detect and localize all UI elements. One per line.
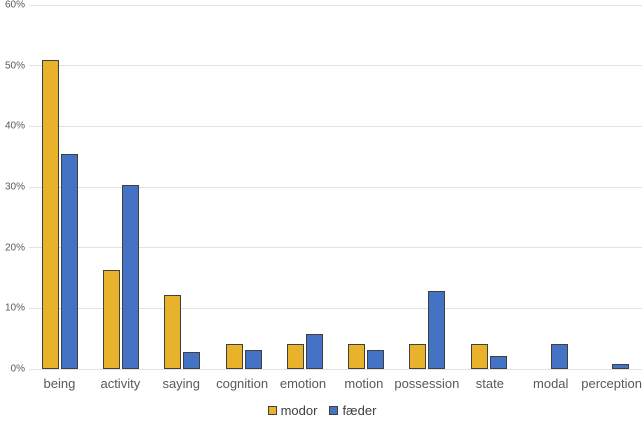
bar-slot-faeder-cognition [244,5,262,369]
bar-group-being [29,5,90,369]
y-axis-tick-labels: 0% 10% 20% 30% 40% 50% 60% [0,0,25,375]
bar-slot-modor-perception [593,5,610,369]
x-label-motion: motion [344,376,384,391]
bar-group-modal [519,5,580,369]
bar-slot-faeder-being [60,5,78,369]
bar-slot-faeder-emotion [305,5,323,369]
bar-slot-modor-modal [532,5,549,369]
legend-label-modor: modor [280,403,318,418]
bar-modor-possession [409,343,427,369]
bar-faeder-saying [183,352,201,369]
bar-group-cognition [213,5,274,369]
y-tick-label-50: 50% [4,60,25,72]
gridline-40 [29,125,642,127]
x-label-activity: activity [100,376,141,391]
x-label-perception: perception [581,376,642,391]
bar-slot-faeder-possession [428,5,446,369]
bar-slot-modor-being [41,5,59,369]
y-tick-label-60: 60% [4,0,25,11]
y-tick-label-10: 10% [4,302,25,314]
bar-slot-modor-emotion [286,5,304,369]
plot-area: 0% 10% 20% 30% 40% 50% 60% [5,0,642,375]
x-label-cognition: cognition [216,376,269,391]
legend-item-faeder: fæder [329,403,376,418]
bar-faeder-perception [612,364,630,369]
x-label-saying: saying [162,376,201,391]
y-tick-label-0: 0% [10,363,25,375]
bar-modor-emotion [286,343,304,369]
bar-group-activity [90,5,151,369]
bar-slot-faeder-activity [121,5,139,369]
gridline-0 [29,368,642,370]
legend-item-modor: modor [267,403,318,418]
y-tick-label-30: 30% [4,181,25,193]
legend-swatch-faeder-icon [329,406,339,415]
bar-slot-faeder-motion [367,5,385,369]
bar-slot-modor-saying [164,5,182,369]
gridline-50 [29,65,642,67]
gridline-60 [29,4,642,6]
bar-faeder-state [489,355,507,369]
bar-modor-cognition [225,343,243,369]
bar-modor-state [470,343,488,369]
bar-slot-modor-cognition [225,5,243,369]
bar-slot-faeder-modal [551,5,569,369]
bar-faeder-modal [551,344,569,369]
x-label-emotion: emotion [279,376,327,391]
bar-slot-faeder-saying [183,5,201,369]
bar-group-motion [335,5,396,369]
bar-group-perception [581,5,642,369]
gridline-20 [29,247,642,249]
bar-slot-modor-motion [348,5,366,369]
bar-faeder-cognition [244,349,262,369]
bar-group-possession [397,5,458,369]
bar-slot-faeder-state [489,5,507,369]
x-label-modal: modal [533,376,569,391]
bar-faeder-being [60,153,78,369]
bar-faeder-activity [121,184,139,369]
bar-slot-modor-possession [409,5,427,369]
bar-slot-faeder-perception [612,5,630,369]
x-label-possession: possession [394,376,460,391]
bar-group-emotion [274,5,335,369]
bar-slot-modor-state [470,5,488,369]
x-label-state: state [475,376,504,391]
bar-slot-modor-activity [102,5,120,369]
y-tick-label-20: 20% [4,242,25,254]
gridline-30 [29,186,642,188]
bar-group-state [458,5,519,369]
legend-swatch-modor-icon [267,406,277,415]
legend: modor fæder [0,403,644,418]
bar-faeder-emotion [305,333,323,369]
y-tick-label-40: 40% [4,120,25,132]
bar-groups [29,5,642,369]
x-label-being: being [43,376,76,391]
bar-modor-motion [348,343,366,369]
gridline-10 [29,307,642,309]
bar-modor-saying [164,295,182,369]
legend-label-faeder: fæder [342,403,377,418]
bar-faeder-motion [367,349,385,369]
x-axis-category-labels: being activity saying cognition emotion motio… [29,376,642,391]
bar-faeder-possession [428,291,446,369]
bar-modor-being [41,59,59,369]
bar-group-saying [152,5,213,369]
bar-modor-activity [102,269,120,369]
